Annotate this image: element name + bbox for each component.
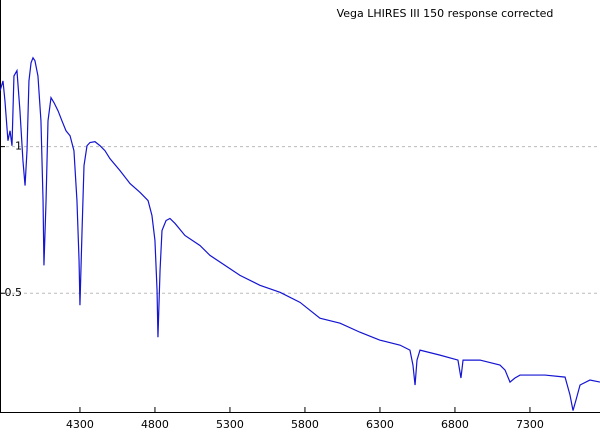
x-tick-label: 4300 — [66, 418, 94, 431]
x-tick-label: 7300 — [516, 418, 544, 431]
y-tick-label: 1 — [15, 140, 22, 153]
spectrum-line — [0, 56, 600, 411]
y-tick-label: 0.5 — [5, 286, 23, 299]
x-tick-label: 5800 — [291, 418, 319, 431]
chart-title: Vega LHIRES III 150 response corrected — [337, 7, 554, 20]
x-tick-label: 5300 — [216, 418, 244, 431]
x-tick-label: 4800 — [141, 418, 169, 431]
x-tick-label: 6800 — [441, 418, 469, 431]
x-tick-label: 6300 — [366, 418, 394, 431]
